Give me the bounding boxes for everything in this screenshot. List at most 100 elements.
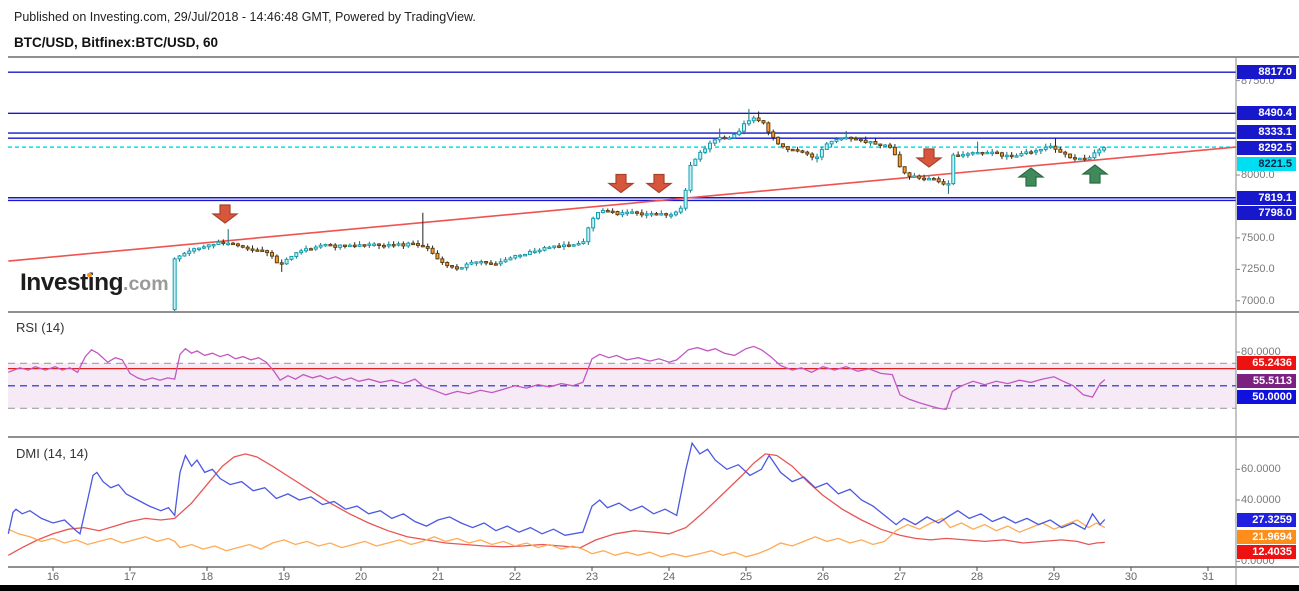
candle-down [245, 246, 250, 250]
candle-up [498, 261, 503, 265]
candle-up [192, 248, 197, 252]
candle-down [605, 210, 610, 213]
candle-down [411, 242, 416, 246]
candle-down [231, 242, 236, 246]
candle-up [196, 247, 201, 251]
candle-up [970, 152, 975, 155]
investing-logo-brand: Investing [20, 269, 124, 296]
candle-down [566, 244, 571, 247]
candle-up [673, 211, 678, 216]
investing-logo-tld: .com [123, 273, 169, 295]
candle-down [858, 138, 863, 142]
dmi-line-plusDI [7, 441, 1106, 536]
candle-down [1053, 145, 1058, 150]
candle-up [523, 253, 528, 257]
axis-tick-label: 7000.0 [1241, 294, 1275, 307]
candle-down [1009, 154, 1014, 158]
down-arrow-annotation[interactable] [645, 173, 673, 194]
down-arrow-annotation[interactable] [915, 148, 943, 168]
candle-down [995, 151, 1000, 155]
candle-up [459, 267, 464, 270]
candle-up [727, 137, 732, 140]
day-label: 17 [123, 571, 137, 583]
down-arrow-annotation[interactable] [607, 173, 635, 194]
candle-down [255, 249, 260, 252]
candle-up [226, 242, 231, 246]
candle-up [1048, 145, 1053, 149]
candle-down [917, 175, 922, 179]
candle-up [678, 207, 683, 213]
candle-down [902, 166, 907, 174]
day-label: 28 [970, 571, 984, 583]
up-arrow-annotation[interactable] [1017, 167, 1045, 187]
candle-up [961, 154, 966, 157]
candle-up [357, 244, 362, 247]
candle-up [834, 138, 839, 142]
dmi-indicator-label: DMI (14, 14) [16, 446, 89, 461]
candle-up [586, 227, 591, 243]
value-badge: 7819.1 [1237, 190, 1296, 205]
day-label: 20 [354, 571, 368, 583]
candle-down [328, 243, 333, 247]
candle-down [634, 211, 639, 214]
candle-up [479, 261, 484, 264]
candle-up [703, 148, 708, 153]
candle-up [1087, 157, 1092, 161]
candle-up [1043, 146, 1048, 150]
candle-down [445, 261, 450, 267]
candle-up [542, 247, 547, 251]
candle-down [352, 244, 357, 248]
candle-up [883, 144, 888, 147]
day-label: 27 [893, 571, 907, 583]
candle-down [761, 120, 766, 124]
rsi-indicator-label: RSI (14) [16, 320, 65, 335]
day-label: 22 [508, 571, 522, 583]
value-badge: 50.0000 [1237, 389, 1296, 404]
dmi-line-ADX [7, 453, 1105, 556]
candle-up [211, 243, 216, 247]
candle-up [294, 252, 299, 257]
candle-down [333, 244, 338, 248]
publish-info: Published on Investing.com, 29/Jul/2018 … [14, 10, 476, 24]
candle-up [508, 257, 513, 261]
candle-up [552, 245, 557, 248]
candle-down [956, 154, 961, 157]
candle-up [527, 250, 532, 255]
candle-up [985, 151, 990, 155]
candle-up [683, 189, 688, 209]
candle-down [1082, 157, 1087, 161]
candle-down [810, 153, 815, 158]
up-arrow-annotation[interactable] [1081, 164, 1109, 184]
candle-up [474, 261, 479, 264]
candle-down [931, 178, 936, 181]
down-arrow-annotation[interactable] [211, 204, 239, 224]
candle-down [425, 246, 430, 249]
candles-layer [172, 108, 1107, 311]
candle-down [639, 212, 644, 216]
candle-down [654, 213, 659, 216]
candle-up [284, 258, 289, 265]
candle-up [644, 213, 649, 216]
candle-up [304, 248, 309, 252]
candle-up [1004, 154, 1009, 158]
candle-down [377, 243, 382, 246]
candle-up [742, 123, 747, 132]
rsi-line [8, 345, 1106, 411]
candle-up [625, 211, 630, 215]
value-badge: 12.4035 [1237, 544, 1296, 559]
candle-up [717, 136, 722, 141]
candle-down [756, 117, 761, 122]
candle-up [1097, 149, 1102, 154]
day-label: 24 [662, 571, 676, 583]
candle-down [308, 248, 313, 251]
candle-up [737, 130, 742, 135]
candle-down [980, 151, 985, 155]
day-label: 25 [739, 571, 753, 583]
candle-down [381, 244, 386, 248]
trend-line[interactable] [8, 146, 1236, 262]
candle-up [532, 250, 537, 254]
candle-down [922, 177, 927, 181]
candle-up [561, 244, 566, 248]
value-badge: 27.3259 [1237, 513, 1296, 527]
